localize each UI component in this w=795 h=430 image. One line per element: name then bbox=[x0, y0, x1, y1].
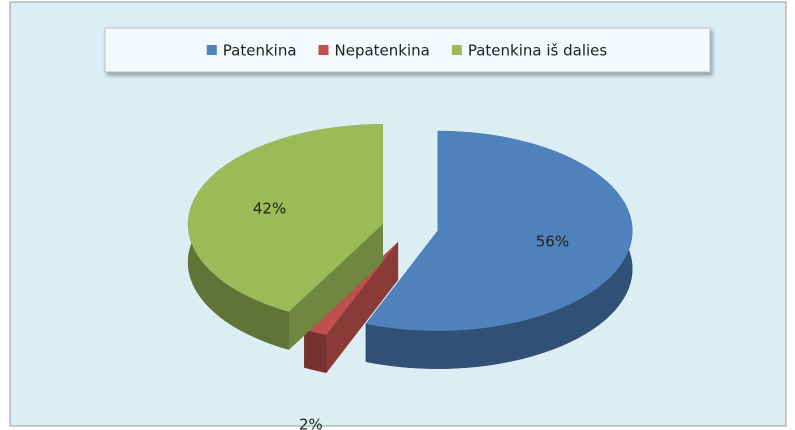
legend-box bbox=[104, 27, 711, 73]
slice-side bbox=[304, 329, 327, 373]
legend-label: Patenkina iš dalies bbox=[468, 42, 608, 60]
pie: 56% 2% 42% bbox=[187, 124, 633, 430]
legend-label: Patenkina bbox=[223, 42, 297, 60]
legend: Patenkina Nepatenkina Patenkina iš dalies bbox=[104, 27, 711, 73]
legend-label: Nepatenkina bbox=[335, 42, 430, 60]
slice-side bbox=[288, 224, 383, 350]
legend-swatch bbox=[206, 45, 217, 55]
data-label: 2% bbox=[299, 415, 323, 430]
slice bbox=[365, 130, 633, 331]
data-label: 56% bbox=[536, 233, 569, 251]
legend-swatch bbox=[451, 45, 462, 55]
slice bbox=[187, 124, 383, 312]
data-label: 42% bbox=[253, 200, 286, 218]
legend-swatch bbox=[318, 45, 329, 55]
slice-side bbox=[304, 241, 399, 368]
